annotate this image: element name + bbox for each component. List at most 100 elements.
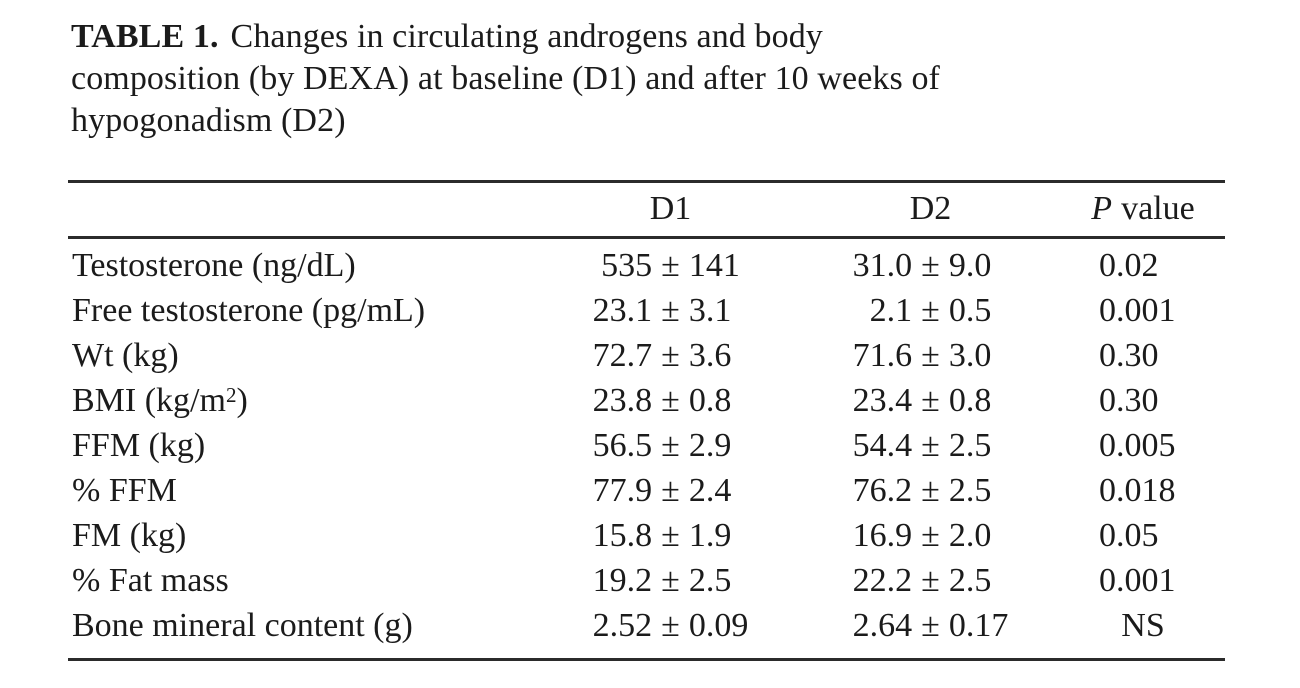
table-caption: TABLE 1. Changes in circulating androgens… [71,16,1300,142]
p-value: 0.02 [1099,247,1159,284]
p-value-cell: 0.005 [1033,425,1225,470]
d2-cell: 2.1 ±0.5 [828,290,1033,335]
d1-cell: 77.9 ±2.4 [513,470,828,515]
plus-minus-sign: ± [921,427,940,464]
caption-label: TABLE 1. [71,18,219,55]
d1-cell: 535 ±141 [513,238,828,291]
d2-cell: 22.2 ±2.5 [828,560,1033,605]
d2-mean: 54.4 [852,427,913,464]
d2-sd: 0.5 [948,292,992,329]
d2-sd: 2.0 [948,517,992,554]
d2-sd: 2.5 [948,427,992,464]
d1-sd: 3.6 [688,337,732,374]
d1-mean: 2.52 [592,607,653,644]
d2-mean: 71.6 [852,337,913,374]
row-label: BMI (kg/m2) [72,382,248,419]
p-value-cell: 0.001 [1033,560,1225,605]
table-row-pct-fat-mass: % Fat mass 19.2 ±2.5 22.2 ±2.5 0.001 [68,560,1225,605]
table-row-fm: FM (kg) 15.8 ±1.9 16.9 ±2.0 0.05 [68,515,1225,560]
row-label: FFM (kg) [72,427,206,464]
d1-cell: 56.5 ±2.9 [513,425,828,470]
header-d2: D2 [828,181,1033,239]
row-label: Testosterone (ng/dL) [72,247,356,284]
table-row-weight: Wt (kg) 72.7 ±3.6 71.6 ±3.0 0.30 [68,335,1225,380]
d1-sd: 0.09 [688,607,749,644]
p-value: NS [1121,607,1165,644]
header-p-italic: P [1091,190,1113,227]
caption-line-2: composition (by DEXA) at baseline (D1) a… [71,60,940,97]
d2-sd: 2.5 [948,562,992,599]
table-row-ffm: FFM (kg) 56.5 ±2.9 54.4 ±2.5 0.005 [68,425,1225,470]
d1-cell: 15.8 ±1.9 [513,515,828,560]
d2-mean: 76.2 [852,472,913,509]
row-label: Free testosterone (pg/mL) [72,292,426,329]
caption-text-line-1: Changes in circulating androgens and bod… [230,18,823,55]
d2-mean: 16.9 [852,517,913,554]
d1-sd: 2.4 [688,472,732,509]
row-label: % Fat mass [72,562,229,599]
plus-minus-sign: ± [921,607,940,644]
plus-minus-sign: ± [921,517,940,554]
d1-mean: 23.8 [592,382,653,419]
plus-minus-sign: ± [661,472,680,509]
d2-cell: 54.4 ±2.5 [828,425,1033,470]
d1-cell: 2.52 ±0.09 [513,605,828,660]
d1-sd: 141 [688,247,740,284]
d2-sd: 9.0 [948,247,992,284]
p-value: 0.30 [1099,382,1159,419]
d1-mean: 535 [601,247,653,284]
p-value-cell: 0.30 [1033,335,1225,380]
d1-sd: 3.1 [688,292,732,329]
d1-cell: 23.1 ±3.1 [513,290,828,335]
d1-cell: 72.7 ±3.6 [513,335,828,380]
table-row-bmi: BMI (kg/m2) 23.8 ±0.8 23.4 ±0.8 0.30 [68,380,1225,425]
plus-minus-sign: ± [661,517,680,554]
d2-sd: 0.8 [948,382,992,419]
d2-cell: 16.9 ±2.0 [828,515,1033,560]
plus-minus-sign: ± [921,337,940,374]
p-value: 0.05 [1099,517,1159,554]
p-value-cell: 0.30 [1033,380,1225,425]
table-row-free-testosterone: Free testosterone (pg/mL) 23.1 ±3.1 2.1 ±0… [68,290,1225,335]
d2-cell: 2.64 ±0.17 [828,605,1033,660]
plus-minus-sign: ± [921,382,940,419]
d1-sd: 0.8 [688,382,732,419]
p-value-cell: 0.001 [1033,290,1225,335]
plus-minus-sign: ± [661,382,680,419]
plus-minus-sign: ± [921,472,940,509]
caption-line-3: hypogonadism (D2) [71,102,346,139]
d1-sd: 2.5 [688,562,732,599]
p-value: 0.018 [1099,472,1176,509]
d2-mean: 23.4 [852,382,913,419]
row-label-superscript: 2 [225,382,237,407]
d1-mean: 15.8 [592,517,653,554]
d1-mean: 72.7 [592,337,653,374]
d2-sd: 2.5 [948,472,992,509]
d2-mean: 2.64 [852,607,913,644]
d1-mean: 23.1 [592,292,653,329]
p-value: 0.30 [1099,337,1159,374]
d2-cell: 71.6 ±3.0 [828,335,1033,380]
d1-cell: 19.2 ±2.5 [513,560,828,605]
plus-minus-sign: ± [921,292,940,329]
p-value: 0.001 [1099,292,1176,329]
row-label: Bone mineral content (g) [72,607,413,644]
p-value-cell: 0.05 [1033,515,1225,560]
header-rowlabel-blank [68,181,513,239]
p-value: 0.001 [1099,562,1176,599]
d2-cell: 31.0 ±9.0 [828,238,1033,291]
plus-minus-sign: ± [661,247,680,284]
table-body: Testosterone (ng/dL) 535 ±141 31.0 ±9.0 0.… [68,238,1225,660]
table-row-pct-ffm: % FFM 77.9 ±2.4 76.2 ±2.5 0.018 [68,470,1225,515]
plus-minus-sign: ± [661,427,680,464]
header-p-rest: value [1121,190,1195,227]
plus-minus-sign: ± [921,247,940,284]
d2-cell: 76.2 ±2.5 [828,470,1033,515]
d2-mean: 2.1 [869,292,913,329]
p-value: 0.005 [1099,427,1176,464]
d2-mean: 22.2 [852,562,913,599]
